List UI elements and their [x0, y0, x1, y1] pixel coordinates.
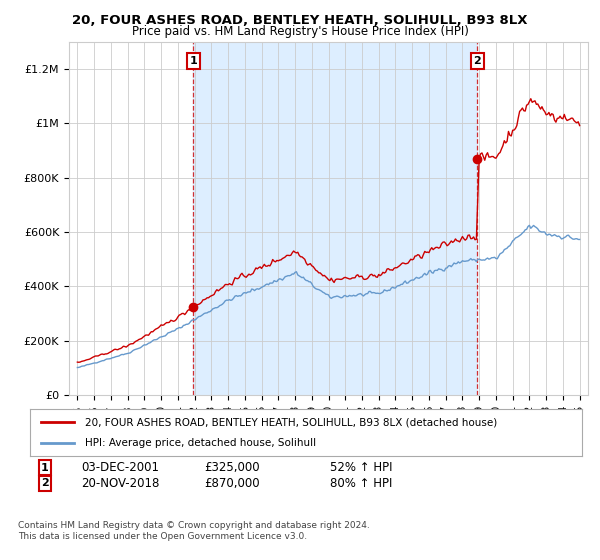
- Text: 20, FOUR ASHES ROAD, BENTLEY HEATH, SOLIHULL, B93 8LX: 20, FOUR ASHES ROAD, BENTLEY HEATH, SOLI…: [72, 14, 528, 27]
- Text: 03-DEC-2001: 03-DEC-2001: [81, 461, 159, 474]
- Text: This data is licensed under the Open Government Licence v3.0.: This data is licensed under the Open Gov…: [18, 532, 307, 541]
- Text: £870,000: £870,000: [204, 477, 260, 490]
- Text: 52% ↑ HPI: 52% ↑ HPI: [330, 461, 392, 474]
- Text: 2: 2: [41, 478, 49, 488]
- Text: 1: 1: [41, 463, 49, 473]
- Text: Contains HM Land Registry data © Crown copyright and database right 2024.: Contains HM Land Registry data © Crown c…: [18, 521, 370, 530]
- Text: 1: 1: [190, 56, 197, 66]
- Text: HPI: Average price, detached house, Solihull: HPI: Average price, detached house, Soli…: [85, 438, 316, 448]
- Text: Price paid vs. HM Land Registry's House Price Index (HPI): Price paid vs. HM Land Registry's House …: [131, 25, 469, 38]
- Text: 20-NOV-2018: 20-NOV-2018: [81, 477, 160, 490]
- Text: 2: 2: [473, 56, 481, 66]
- Bar: [193, 42, 477, 395]
- Text: £325,000: £325,000: [204, 461, 260, 474]
- Text: 80% ↑ HPI: 80% ↑ HPI: [330, 477, 392, 490]
- Text: 20, FOUR ASHES ROAD, BENTLEY HEATH, SOLIHULL, B93 8LX (detached house): 20, FOUR ASHES ROAD, BENTLEY HEATH, SOLI…: [85, 417, 497, 427]
